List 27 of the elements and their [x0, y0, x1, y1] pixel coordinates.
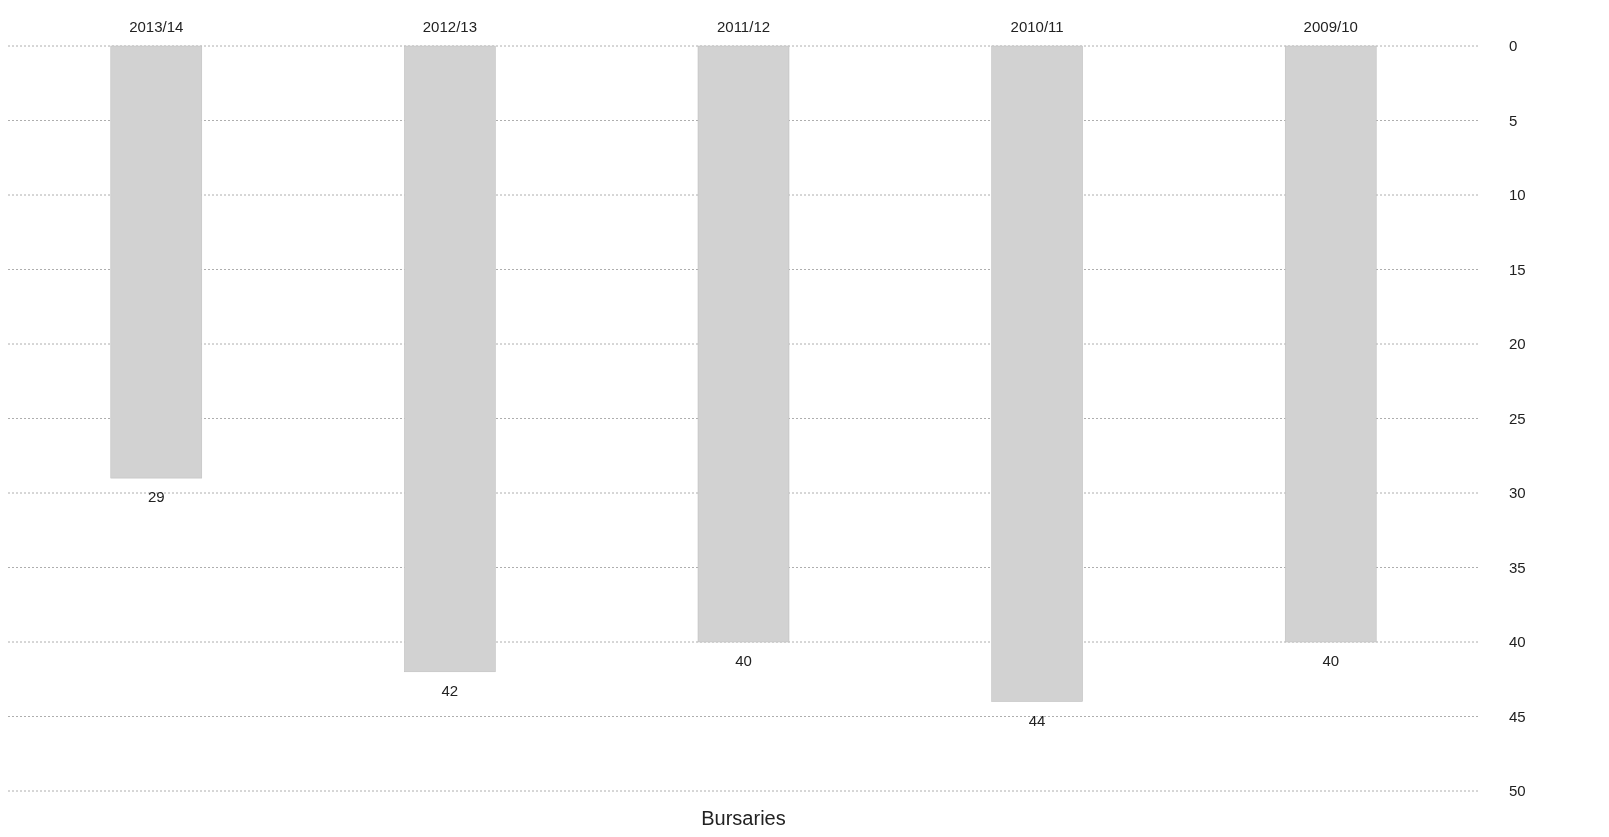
y-tick-label: 50 [1509, 782, 1526, 800]
y-tick-label: 40 [1509, 633, 1526, 651]
bar [110, 45, 203, 479]
x-tick-label: 2011/12 [716, 18, 771, 35]
y-tick-label: 25 [1509, 409, 1526, 427]
bar [697, 45, 790, 643]
y-tick-label: 5 [1509, 111, 1518, 129]
x-tick-label: 2009/10 [1303, 18, 1358, 35]
data-label: 44 [1028, 711, 1046, 729]
bar [404, 45, 496, 673]
x-tick-label: 2012/13 [422, 18, 477, 35]
data-label: 40 [1322, 652, 1340, 669]
y-tick-label: 35 [1509, 558, 1526, 576]
y-tick-label: 10 [1509, 186, 1526, 204]
data-label: 42 [441, 681, 459, 699]
x-tick-label: 2010/11 [1010, 18, 1064, 35]
data-label: 29 [147, 488, 165, 506]
data-label: 40 [735, 652, 752, 669]
y-tick-label: 15 [1509, 260, 1526, 278]
text: Bursaries [701, 807, 786, 829]
y-tick-label: 30 [1509, 484, 1526, 502]
bar [991, 45, 1083, 702]
x-tick-label: 2013/14 [129, 18, 184, 35]
bar [1284, 45, 1377, 643]
y-tick-label: 0 [1509, 37, 1518, 55]
y-tick-label: 45 [1509, 707, 1526, 725]
y-tick-label: 20 [1509, 335, 1526, 353]
